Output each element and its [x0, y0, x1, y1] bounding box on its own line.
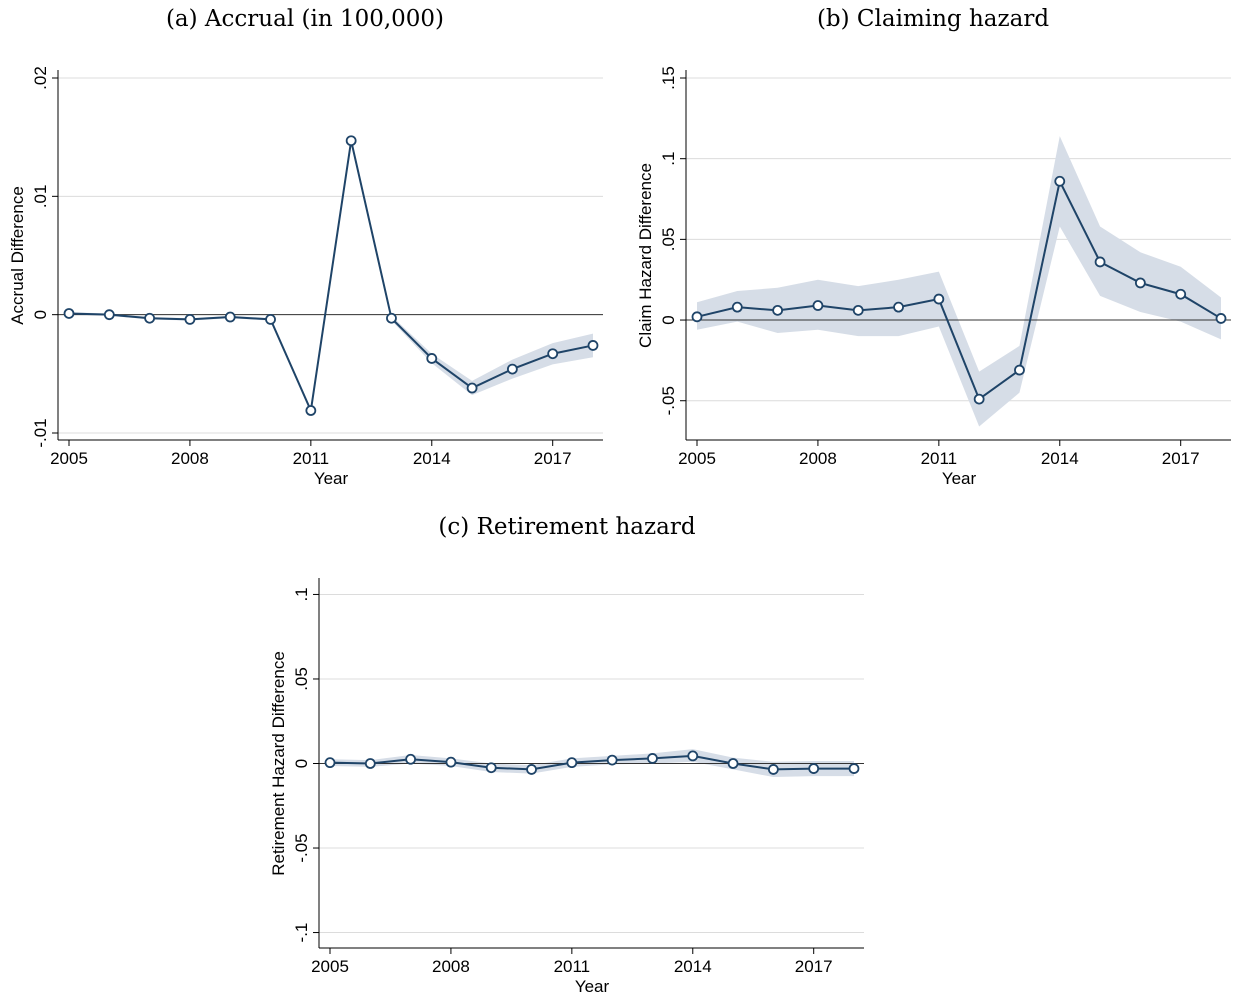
x-tick-label-b-4: 2017: [1162, 449, 1200, 468]
data-point-a-5: [265, 313, 276, 325]
y-tick-label-b-3: .1: [659, 152, 678, 166]
x-tick-label-c-3: 2014: [674, 957, 712, 976]
panel-b-caption: (b) Claiming hazard: [816, 6, 1050, 32]
series-line-a: [68, 140, 594, 415]
y-tick-label-b-2: .05: [659, 228, 678, 252]
data-point-c-10: [727, 758, 739, 769]
data-point-c-8: [647, 753, 658, 764]
data-point-a-6: [305, 405, 317, 416]
y-axis-title-a: Accrual Difference: [8, 186, 27, 325]
y-tick-label-a-2: .01: [31, 185, 50, 209]
y-tick-label-c-3: .05: [292, 667, 311, 691]
data-point-b-3: [812, 300, 824, 311]
x-tick-label-b-0: 2005: [678, 449, 716, 468]
data-point-b-0: [691, 311, 703, 323]
data-point-c-5: [526, 764, 537, 775]
data-point-b-13: [1215, 313, 1227, 324]
data-point-b-7: [973, 393, 985, 405]
data-point-c-6: [566, 757, 578, 769]
data-point-b-1: [731, 301, 743, 313]
x-tick-label-b-3: 2014: [1041, 449, 1079, 468]
data-point-b-12: [1175, 288, 1187, 300]
y-tick-label-b-1: 0: [659, 315, 678, 324]
y-axis-title-c: Retirement Hazard Difference: [269, 651, 288, 876]
y-tick-label-a-0: -.01: [31, 418, 50, 447]
series-line-b: [696, 178, 1222, 401]
data-point-b-6: [933, 293, 945, 305]
data-point-c-9: [687, 750, 699, 762]
x-tick-label-b-2: 2011: [921, 449, 958, 468]
data-point-b-4: [852, 304, 864, 316]
x-axis-title-c: Year: [575, 977, 610, 996]
x-tick-label-c-0: 2005: [311, 957, 349, 976]
x-tick-label-c-4: 2017: [795, 957, 833, 976]
x-tick-label-a-3: 2014: [413, 449, 451, 468]
x-axis-title-a: Year: [314, 469, 349, 488]
data-point-c-13: [848, 763, 860, 774]
y-tick-label-c-2: 0: [292, 759, 311, 768]
panel-c-caption: (c) Retirement hazard: [438, 514, 696, 540]
data-point-c-3: [445, 756, 457, 768]
x-tick-label-c-1: 2008: [432, 957, 470, 976]
data-point-c-7: [606, 754, 618, 766]
x-tick-label-a-4: 2017: [534, 449, 572, 468]
data-point-b-9: [1054, 175, 1066, 187]
data-point-a-1: [103, 309, 115, 321]
data-point-c-2: [405, 753, 417, 765]
data-point-a-12: [547, 348, 559, 360]
data-point-a-2: [144, 312, 156, 324]
data-point-c-12: [808, 763, 820, 774]
y-tick-label-c-4: .1: [292, 587, 311, 601]
y-tick-label-c-0: -.1: [292, 923, 311, 943]
data-point-a-9: [426, 353, 438, 364]
data-point-a-0: [63, 308, 75, 319]
data-point-a-7: [345, 135, 357, 147]
data-point-c-11: [767, 764, 779, 775]
data-point-c-1: [364, 758, 376, 769]
data-point-a-3: [184, 313, 196, 325]
panel-a-caption: (a) Accrual (in 100,000): [165, 6, 445, 32]
y-tick-label-b-4: .15: [659, 66, 678, 90]
y-tick-label-b-0: -.05: [659, 386, 678, 415]
data-point-a-8: [386, 312, 397, 324]
x-axis-title-b: Year: [942, 469, 977, 488]
x-tick-label-a-1: 2008: [171, 449, 209, 468]
data-point-a-13: [587, 340, 599, 351]
data-point-b-10: [1094, 256, 1106, 268]
y-axis-title-b: Claim Hazard Difference: [636, 163, 655, 348]
x-tick-label-c-2: 2011: [554, 957, 591, 976]
data-point-b-2: [772, 304, 784, 316]
series-line-c: [329, 754, 854, 771]
data-point-b-11: [1134, 277, 1146, 289]
data-point-b-8: [1014, 364, 1025, 376]
confidence-band-b: [697, 136, 1221, 427]
x-tick-label-a-0: 2005: [50, 449, 88, 468]
x-tick-label-b-1: 2008: [799, 449, 837, 468]
y-tick-label-c-1: -.05: [292, 833, 311, 862]
y-tick-label-a-3: .02: [31, 66, 50, 90]
data-point-a-10: [466, 382, 478, 394]
data-point-a-4: [224, 311, 236, 323]
data-point-a-11: [506, 363, 518, 375]
y-tick-label-a-1: 0: [31, 310, 50, 319]
data-point-c-4: [485, 762, 497, 774]
data-point-c-0: [324, 757, 336, 769]
data-point-b-5: [893, 301, 904, 313]
x-tick-label-a-2: 2011: [293, 449, 330, 468]
